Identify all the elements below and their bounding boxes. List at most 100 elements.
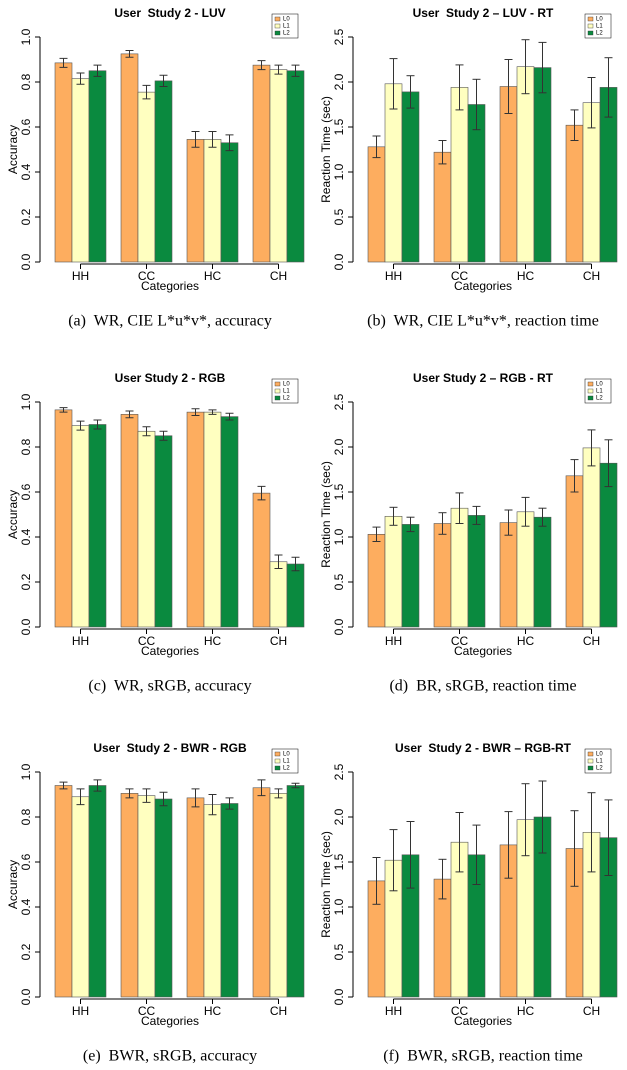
bar <box>203 139 222 263</box>
bar <box>450 87 469 263</box>
x-tick-label: CH <box>270 269 287 283</box>
caption: (c) WR, sRGB, accuracy <box>88 678 251 695</box>
error-bar <box>76 72 85 85</box>
y-tick-label: 1.5 <box>332 118 346 135</box>
y-tick-label: 0.0 <box>19 988 33 1005</box>
error-bar <box>406 516 415 533</box>
y-tick-label: 0.2 <box>19 208 33 225</box>
bar <box>384 83 403 263</box>
error-bar <box>587 77 596 129</box>
error-bar <box>438 512 447 535</box>
error-bar <box>455 492 464 524</box>
legend-swatch <box>587 388 594 394</box>
error-bar <box>159 74 168 87</box>
y-tick-label: 0.5 <box>332 573 346 590</box>
x-tick-label: HH <box>385 269 402 283</box>
x-axis-label: Categories <box>454 644 512 658</box>
error-bar <box>406 75 415 109</box>
y-axis-label: Accuracy <box>6 490 20 539</box>
caption: (a) WR, CIE L*u*v*, accuracy <box>68 313 272 330</box>
y-tick-label: 0.0 <box>332 988 346 1005</box>
legend-label: L1 <box>596 24 603 30</box>
bar <box>203 411 222 628</box>
bar <box>450 507 469 628</box>
y-tick-label: 2.0 <box>332 73 346 90</box>
error-bar <box>142 426 151 437</box>
legend-swatch <box>274 30 281 36</box>
y-tick-label: 2.5 <box>332 393 346 410</box>
legend-swatch <box>587 16 594 22</box>
error-bar <box>291 556 300 572</box>
legend-label: L1 <box>596 759 603 765</box>
y-tick-label: 1.0 <box>19 393 33 410</box>
x-tick-label: HC <box>204 269 222 283</box>
x-tick-label: HH <box>72 634 89 648</box>
x-axis-label: Categories <box>141 279 199 293</box>
y-tick-label: 1.5 <box>332 853 346 870</box>
error-bar <box>225 134 234 152</box>
y-tick-label: 0.0 <box>332 618 346 635</box>
error-bar <box>389 506 398 526</box>
x-tick-label: CC <box>138 269 156 283</box>
legend-label: L0 <box>283 752 290 758</box>
bar <box>137 91 156 263</box>
chart-panel: User Study 2 – LUV - RT 0.0 0.5 1.0 1.5 2.0 2.… <box>319 6 618 330</box>
legend-label: L0 <box>596 382 603 388</box>
x-axis-label: Categories <box>454 279 512 293</box>
legend-label: L2 <box>596 766 603 772</box>
error-bar <box>587 429 596 467</box>
legend-swatch <box>274 388 281 394</box>
y-tick-label: 0.0 <box>332 253 346 270</box>
error-bar <box>291 782 300 789</box>
error-bar <box>208 794 217 816</box>
y-axis-label: Accuracy <box>6 125 20 174</box>
y-tick-label: 0.2 <box>19 943 33 960</box>
bar <box>533 516 552 628</box>
legend-swatch <box>274 381 281 387</box>
legend-swatch <box>587 758 594 764</box>
error-bar <box>159 791 168 807</box>
x-tick-label: HC <box>517 634 535 648</box>
bar <box>54 409 73 628</box>
x-tick-label: HC <box>517 269 535 283</box>
y-tick-label: 0.8 <box>19 73 33 90</box>
error-bar <box>372 135 381 159</box>
error-bar <box>59 781 68 790</box>
legend-label: L0 <box>596 752 603 758</box>
error-bar <box>191 788 200 808</box>
bar <box>516 66 535 263</box>
error-bar <box>521 39 530 95</box>
bar <box>88 785 107 998</box>
legend-label: L2 <box>596 31 603 37</box>
bar <box>565 475 584 628</box>
error-bar <box>521 496 530 527</box>
caption: (d) BR, sRGB, reaction time <box>389 678 576 695</box>
error-bar <box>372 857 381 905</box>
legend-label: L0 <box>283 17 290 23</box>
x-tick-label: CH <box>583 634 600 648</box>
error-bar <box>93 64 102 77</box>
bar <box>154 798 173 998</box>
bar <box>433 523 452 628</box>
bar <box>220 142 239 263</box>
legend-swatch <box>587 751 594 757</box>
error-bar <box>274 788 283 799</box>
legend-swatch <box>274 751 281 757</box>
error-bar <box>159 430 168 441</box>
y-tick-label: 0.6 <box>19 853 33 870</box>
error-bar <box>438 140 447 165</box>
error-bar <box>257 779 266 797</box>
x-tick-label: HH <box>72 1004 89 1018</box>
bar <box>252 64 271 263</box>
y-tick-label: 1.0 <box>332 898 346 915</box>
legend-label: L2 <box>596 396 603 402</box>
bar <box>286 70 305 263</box>
legend-swatch <box>274 395 281 401</box>
y-axis-label: Accuracy <box>6 860 20 909</box>
error-bar <box>521 783 530 857</box>
chart-title: User Study 2 - RGB <box>115 371 226 385</box>
bar <box>599 462 618 628</box>
bar <box>186 411 205 628</box>
bar <box>533 67 552 263</box>
